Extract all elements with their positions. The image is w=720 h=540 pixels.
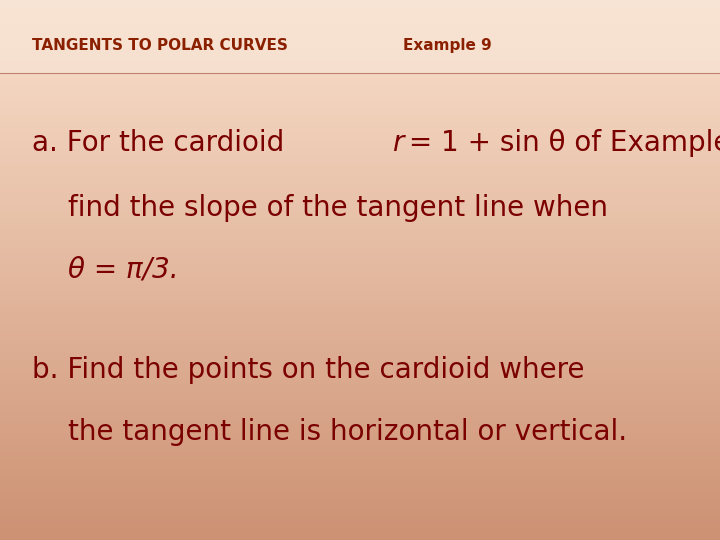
- Text: = 1 + sin θ of Example 7,: = 1 + sin θ of Example 7,: [400, 129, 720, 157]
- Text: TANGENTS TO POLAR CURVES: TANGENTS TO POLAR CURVES: [32, 38, 288, 53]
- Text: find the slope of the tangent line when: find the slope of the tangent line when: [68, 194, 608, 222]
- Text: r: r: [392, 129, 404, 157]
- Text: θ = π/3.: θ = π/3.: [68, 256, 179, 284]
- Bar: [0, 0, 720, 73]
- Text: a. For the cardioid: a. For the cardioid: [32, 129, 294, 157]
- Text: Example 9: Example 9: [403, 38, 492, 53]
- Text: b. Find the points on the cardioid where: b. Find the points on the cardioid where: [32, 356, 585, 384]
- Text: the tangent line is horizontal or vertical.: the tangent line is horizontal or vertic…: [68, 418, 628, 446]
